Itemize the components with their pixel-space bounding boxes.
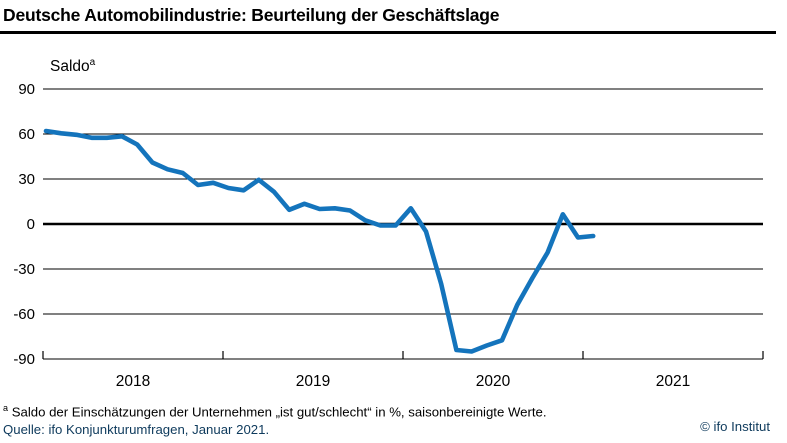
chart-area: Saldoa 90 60 30 0 -30 -60 -90 2018 2019 2020 2021 (0, 50, 787, 395)
y-tick-label: -90 (13, 351, 35, 368)
footnote-sup: a (3, 403, 9, 413)
footnote-text: Saldo der Einschätzungen der Unternehmen… (11, 404, 547, 420)
copyright: © ifo Institut (700, 418, 770, 434)
y-tick-label: 30 (18, 171, 35, 188)
title-divider (0, 31, 776, 34)
x-tick-label: 2020 (476, 373, 511, 390)
footer: a Saldo der Einschätzungen der Unternehm… (3, 400, 783, 438)
y-tick-label: 60 (18, 126, 35, 143)
y-tick-label: -60 (13, 306, 35, 323)
x-tick-label: 2021 (656, 373, 690, 390)
y-tick-label: -30 (13, 261, 35, 278)
saldo-data-line (43, 128, 596, 354)
page-title: Deutsche Automobilindustrie: Beurteilung… (3, 5, 500, 25)
source-line: Quelle: ifo Konjunkturumfragen, Januar 2… (3, 421, 270, 437)
y-axis-title-text: Saldo (50, 58, 90, 76)
y-tick-label: 90 (18, 81, 35, 98)
y-tick-label: 0 (27, 216, 35, 233)
chart-svg: 90 60 30 0 -30 -60 -90 2018 2019 2020 2021 (13, 81, 764, 390)
x-tick-label: 2018 (116, 373, 150, 390)
x-tick-label: 2019 (296, 373, 330, 390)
y-axis-title: Saldoa (50, 57, 95, 76)
footnote: a Saldo der Einschätzungen der Unternehm… (3, 400, 783, 421)
y-axis-title-sup: a (89, 57, 96, 68)
